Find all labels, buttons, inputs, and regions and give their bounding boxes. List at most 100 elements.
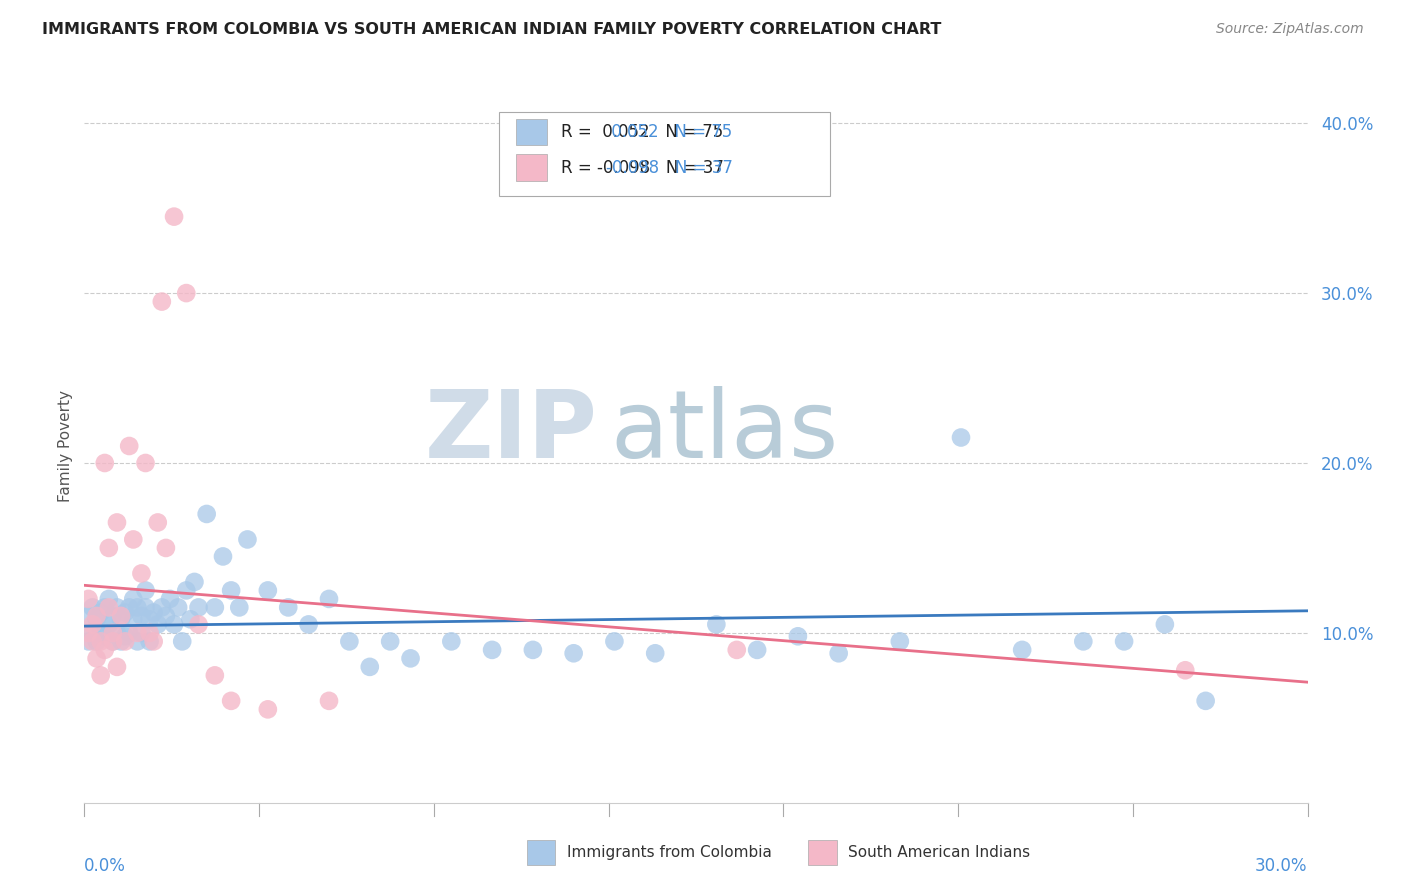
Point bbox=[122, 612, 145, 626]
Point bbox=[146, 516, 169, 530]
Point bbox=[110, 612, 132, 626]
Point bbox=[127, 626, 149, 640]
Point bbox=[603, 634, 626, 648]
Point bbox=[1174, 663, 1197, 677]
Point bbox=[93, 629, 115, 643]
Text: South American Indians: South American Indians bbox=[848, 846, 1031, 860]
Point bbox=[204, 600, 226, 615]
Text: R = -0.098   N = 37: R = -0.098 N = 37 bbox=[561, 159, 724, 177]
Text: atlas: atlas bbox=[610, 385, 838, 478]
Point bbox=[77, 608, 100, 623]
Point bbox=[644, 646, 666, 660]
Point bbox=[97, 541, 120, 555]
Point bbox=[318, 591, 340, 606]
Point bbox=[399, 651, 422, 665]
Point bbox=[150, 294, 173, 309]
Point bbox=[187, 617, 209, 632]
Point bbox=[127, 600, 149, 615]
Point bbox=[725, 643, 748, 657]
Point bbox=[90, 634, 112, 648]
Point bbox=[101, 634, 124, 648]
Point bbox=[101, 608, 124, 623]
Point bbox=[163, 617, 186, 632]
Point bbox=[380, 634, 402, 648]
Point bbox=[950, 430, 973, 444]
Point bbox=[118, 439, 141, 453]
Point bbox=[118, 626, 141, 640]
Point bbox=[150, 600, 173, 615]
Point bbox=[127, 634, 149, 648]
Point bbox=[110, 608, 132, 623]
Point bbox=[277, 600, 299, 615]
Point bbox=[163, 210, 186, 224]
Point bbox=[155, 608, 177, 623]
Point bbox=[212, 549, 235, 564]
Point bbox=[90, 668, 112, 682]
Point bbox=[257, 702, 280, 716]
Point bbox=[1153, 617, 1175, 632]
Point bbox=[77, 626, 100, 640]
Point bbox=[562, 646, 585, 660]
Text: 30.0%: 30.0% bbox=[1256, 857, 1308, 875]
Text: IMMIGRANTS FROM COLOMBIA VS SOUTH AMERICAN INDIAN FAMILY POVERTY CORRELATION CHA: IMMIGRANTS FROM COLOMBIA VS SOUTH AMERIC… bbox=[42, 22, 942, 37]
Point bbox=[135, 456, 157, 470]
Point bbox=[167, 600, 190, 615]
Y-axis label: Family Poverty: Family Poverty bbox=[58, 390, 73, 502]
Point bbox=[101, 634, 124, 648]
Point bbox=[1114, 634, 1136, 648]
Text: -0.098   N = 37: -0.098 N = 37 bbox=[606, 159, 733, 177]
Point bbox=[86, 608, 108, 623]
Point bbox=[105, 600, 128, 615]
Text: 0.052   N = 75: 0.052 N = 75 bbox=[606, 123, 733, 141]
Point bbox=[155, 541, 177, 555]
Point bbox=[77, 634, 100, 648]
Point bbox=[82, 617, 104, 632]
Point bbox=[135, 600, 157, 615]
Point bbox=[195, 507, 218, 521]
Point bbox=[101, 626, 124, 640]
Point bbox=[1071, 634, 1094, 648]
Point bbox=[204, 668, 226, 682]
Point bbox=[318, 694, 340, 708]
Point bbox=[138, 634, 160, 648]
Point bbox=[359, 660, 381, 674]
Point bbox=[82, 626, 104, 640]
Point bbox=[146, 617, 169, 632]
Point bbox=[135, 583, 157, 598]
Point bbox=[105, 516, 128, 530]
Point bbox=[179, 612, 201, 626]
Point bbox=[77, 591, 100, 606]
Point bbox=[105, 660, 128, 674]
Point bbox=[172, 634, 194, 648]
Point bbox=[889, 634, 911, 648]
Point bbox=[114, 634, 136, 648]
Point bbox=[1195, 694, 1218, 708]
Point bbox=[827, 646, 849, 660]
Point bbox=[131, 566, 153, 581]
Text: Immigrants from Colombia: Immigrants from Colombia bbox=[567, 846, 772, 860]
Point bbox=[122, 591, 145, 606]
Point bbox=[110, 634, 132, 648]
Text: Source: ZipAtlas.com: Source: ZipAtlas.com bbox=[1216, 22, 1364, 37]
Point bbox=[97, 591, 120, 606]
Point bbox=[82, 634, 104, 648]
Point bbox=[90, 606, 112, 620]
Point bbox=[787, 629, 810, 643]
Point bbox=[174, 583, 197, 598]
Point bbox=[82, 600, 104, 615]
Point bbox=[257, 583, 280, 598]
Point bbox=[138, 626, 160, 640]
Point bbox=[187, 600, 209, 615]
Point bbox=[142, 634, 165, 648]
Point bbox=[142, 606, 165, 620]
Point bbox=[131, 608, 153, 623]
Point bbox=[97, 600, 120, 615]
Point bbox=[118, 600, 141, 615]
Point bbox=[339, 634, 360, 648]
Point bbox=[114, 629, 136, 643]
Point bbox=[86, 612, 108, 626]
Text: ZIP: ZIP bbox=[425, 385, 598, 478]
Point bbox=[159, 591, 181, 606]
Point bbox=[86, 651, 108, 665]
Point bbox=[93, 643, 115, 657]
